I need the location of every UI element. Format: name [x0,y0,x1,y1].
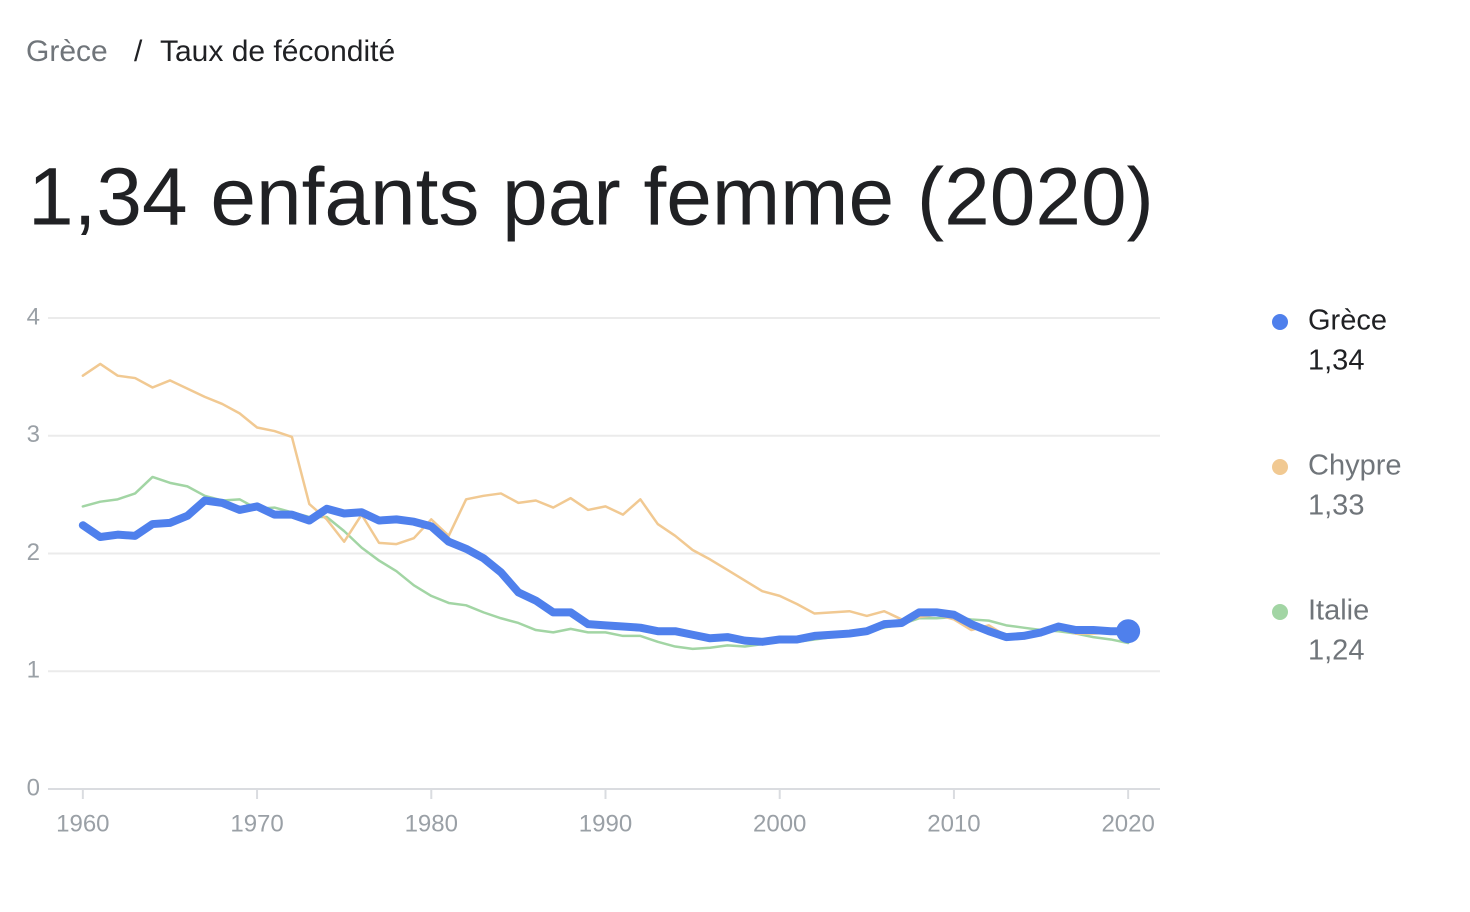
legend-marker [1272,314,1288,330]
x-tick-label: 1990 [579,810,632,837]
breadcrumb-separator: / [134,35,143,68]
series-line [78,496,1133,646]
legend-label: Chypre [1308,450,1402,482]
y-tick-label: 3 [27,421,40,448]
breadcrumb-item: Taux de fécondité [160,35,395,68]
end-point [1116,619,1141,644]
x-tick-label: 1980 [405,810,458,837]
legend-value: 1,33 [1308,490,1364,522]
legend-label: Italie [1308,595,1369,627]
legend-marker [1272,459,1288,475]
legend-label: Grèce [1308,305,1387,337]
breadcrumb-item[interactable]: Grèce [26,35,108,68]
x-tick-label: 1960 [56,810,109,837]
x-tick-label: 2020 [1101,810,1154,837]
x-tick-label: 1970 [230,810,283,837]
y-tick-label: 1 [27,657,40,684]
series-line [81,362,1130,638]
legend-marker [1272,604,1288,620]
legend-value: 1,24 [1308,635,1364,667]
y-tick-label: 2 [27,539,40,566]
chart-title: 1,34 enfants par femme (2020) [28,152,1154,243]
y-tick-label: 0 [27,774,40,801]
legend-value: 1,34 [1308,345,1364,377]
x-tick-label: 2010 [927,810,980,837]
y-tick-label: 4 [27,303,40,330]
x-tick-label: 2000 [753,810,806,837]
